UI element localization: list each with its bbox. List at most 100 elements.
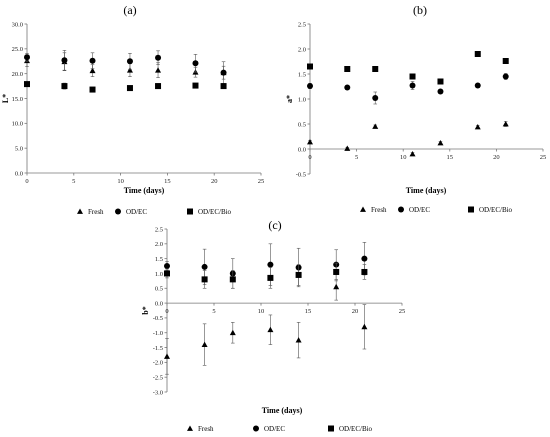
panel-label: (a)	[123, 3, 136, 17]
data-point	[437, 78, 444, 85]
data-point	[267, 261, 274, 268]
y-axis-title: a*	[285, 95, 294, 103]
y-tick-label: 0.5	[298, 121, 306, 128]
data-point	[164, 353, 170, 359]
y-tick-label: -0.5	[296, 171, 306, 178]
x-tick-label: 0	[308, 154, 311, 161]
legend-label: Fresh	[371, 206, 387, 214]
x-tick-label: 5	[72, 178, 75, 185]
x-tick-label: 10	[117, 178, 124, 185]
data-point	[307, 139, 313, 145]
y-tick-label: 5.0	[15, 145, 23, 152]
data-point	[361, 323, 368, 330]
data-point	[89, 86, 96, 93]
data-point	[474, 51, 481, 57]
series-square	[164, 262, 368, 289]
y-tick-label: 25.0	[12, 46, 23, 53]
data-point	[126, 67, 133, 73]
data-point	[267, 274, 274, 281]
series-circle	[307, 73, 509, 105]
series-circle	[24, 50, 227, 84]
y-tick-label: 15.0	[12, 96, 23, 103]
x-tick-label: 20	[211, 178, 218, 185]
data-point	[307, 63, 313, 70]
legend-label: OD/EC/Bio	[198, 208, 232, 216]
data-point	[155, 83, 162, 90]
legend-marker	[77, 208, 83, 214]
data-point	[155, 67, 162, 73]
data-point	[372, 95, 379, 101]
data-point	[502, 58, 509, 64]
legend-label: OD/EC/Bio	[339, 425, 373, 433]
y-tick-label: -3.0	[153, 389, 163, 396]
x-axis-title: Time (days)	[124, 186, 165, 195]
data-point	[24, 54, 30, 61]
x-axis-title: Time (days)	[262, 406, 303, 415]
series-square	[24, 81, 227, 93]
panel-2: (b) -0.5 0.0 0.5 1.0 1.5 2.0 2.5 0 5 10 15 20 25 Time …	[285, 3, 546, 214]
legend-label: OD/EC	[126, 208, 147, 216]
data-point	[361, 268, 368, 275]
series-triangle	[164, 273, 368, 375]
data-point	[267, 326, 274, 333]
legend-label: OD/EC	[264, 425, 285, 433]
y-axis-title: b*	[141, 306, 150, 314]
x-tick-label: 15	[164, 178, 171, 185]
data-point	[201, 263, 208, 270]
legend-label: OD/EC/Bio	[479, 206, 513, 214]
x-tick-label: 0	[165, 308, 168, 315]
data-point	[220, 69, 227, 76]
series-triangle	[307, 121, 509, 157]
data-point	[474, 82, 481, 89]
x-tick-label: 15	[305, 308, 312, 315]
y-tick-label: -1.0	[153, 330, 163, 337]
x-tick-label: 25	[399, 308, 406, 315]
data-point	[126, 58, 133, 65]
y-tick-label: 1.5	[298, 71, 306, 78]
x-tick-label: 5	[355, 154, 358, 161]
legend-marker	[187, 425, 193, 431]
y-tick-label: -0.5	[153, 315, 163, 322]
data-point	[295, 271, 302, 278]
y-tick-label: 2.0	[155, 241, 163, 248]
x-tick-label: 15	[447, 154, 454, 161]
panel-3: (c) -3.0 -2.5 -2.0 -1.5 -1.0 -0.5 0.0 0.5 1.0 1.5 2…	[141, 218, 405, 433]
legend-label: Fresh	[88, 208, 104, 216]
y-tick-label: 30.0	[12, 21, 23, 28]
legend-marker	[328, 425, 334, 432]
x-tick-label: 5	[212, 308, 215, 315]
data-point	[361, 255, 368, 262]
y-tick-label: 0.0	[298, 146, 306, 153]
legend-marker	[360, 206, 366, 212]
data-point	[344, 145, 351, 151]
x-tick-label: 10	[400, 154, 407, 161]
y-tick-label: 10.0	[12, 121, 23, 128]
data-point	[437, 88, 444, 95]
y-tick-label: 0.0	[15, 170, 23, 177]
series-circle	[164, 242, 368, 289]
data-point	[61, 57, 68, 64]
y-tick-label: 2.5	[298, 21, 306, 28]
data-point	[502, 121, 509, 127]
data-point	[372, 66, 379, 72]
y-tick-label: 2.0	[298, 46, 306, 53]
data-point	[164, 263, 170, 270]
x-tick-label: 10	[258, 308, 265, 315]
x-tick-label: 20	[352, 308, 359, 315]
legend-marker	[253, 425, 259, 432]
y-tick-label: 1.0	[298, 96, 306, 103]
x-tick-label: 20	[493, 154, 500, 161]
data-point	[437, 140, 444, 146]
legend-label: Fresh	[198, 425, 214, 433]
legend-marker	[115, 208, 121, 215]
legend-label: OD/EC	[409, 206, 430, 214]
data-point	[307, 83, 313, 89]
data-point	[409, 82, 416, 89]
data-point	[192, 60, 199, 67]
panel-label: (b)	[413, 3, 427, 17]
data-point	[409, 151, 416, 157]
data-point	[229, 329, 236, 336]
y-tick-label: -2.0	[153, 360, 163, 367]
y-tick-label: 1.0	[155, 271, 163, 278]
